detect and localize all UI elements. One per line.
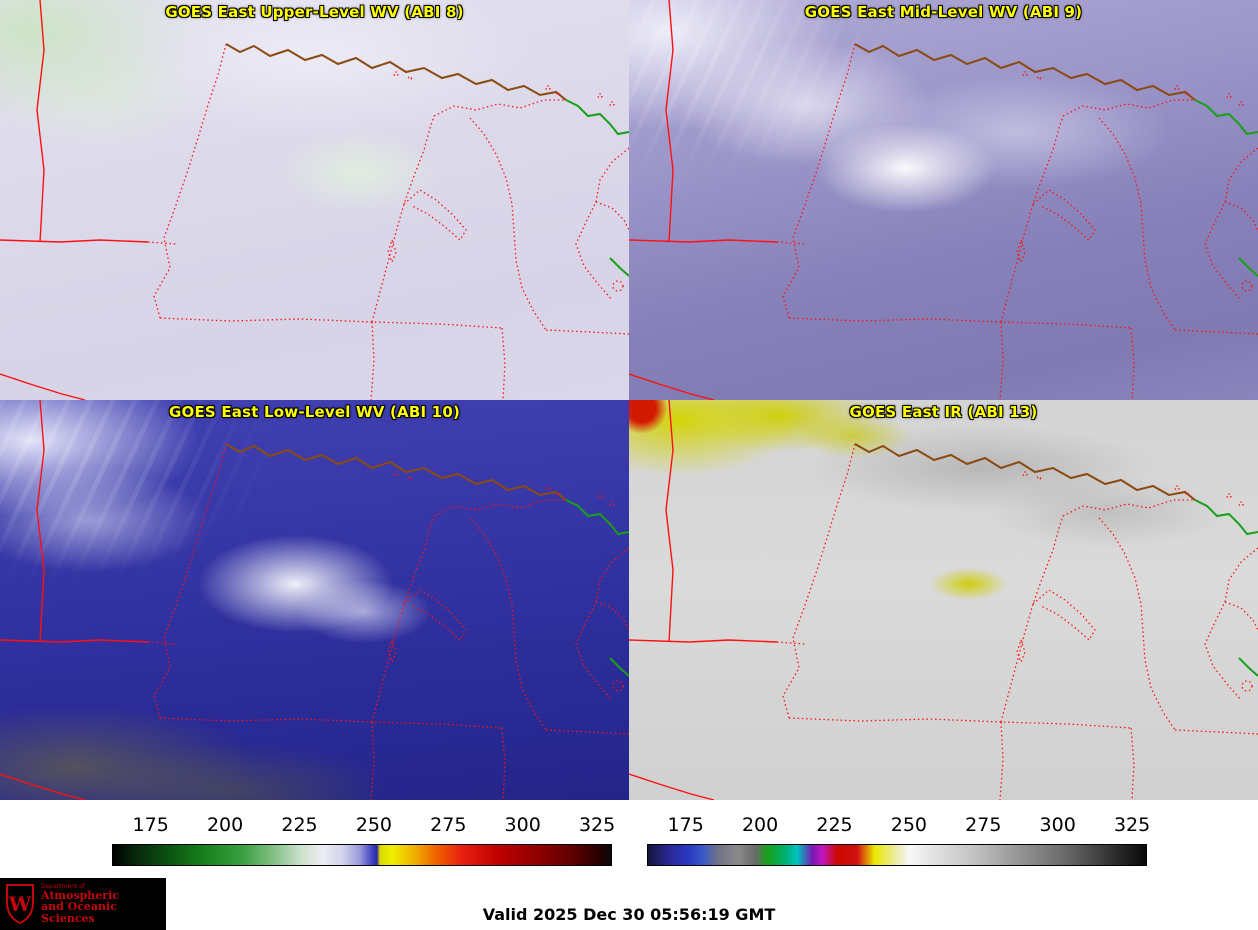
panel-title-abi9: GOES East Mid-Level WV (ABI 9) <box>804 3 1083 21</box>
panel-title-abi8: GOES East Upper-Level WV (ABI 8) <box>165 3 464 21</box>
map-overlay <box>629 0 1258 400</box>
wv-colorbar-block: 175 200 225 250 275 300 325 <box>0 802 629 878</box>
tick-label: 175 <box>132 814 169 836</box>
colorbar-section: 175 200 225 250 275 300 325 175 200 225 … <box>0 802 1258 878</box>
ir-colorbar-ticks: 175 200 225 250 275 300 325 <box>647 814 1151 838</box>
svg-text:W: W <box>8 892 32 916</box>
tick-label: 325 <box>578 814 616 836</box>
tick-label: 300 <box>504 814 541 836</box>
logo-dept-line: Department of <box>41 882 85 890</box>
map-overlay <box>0 400 629 800</box>
panel-mid-level-wv: GOES East Mid-Level WV (ABI 9) <box>629 0 1258 400</box>
panel-title-abi13: GOES East IR (ABI 13) <box>849 403 1038 421</box>
logo-line-1: Atmospheric <box>41 888 119 902</box>
tick-label: 250 <box>355 814 393 836</box>
tick-label: 200 <box>741 814 779 836</box>
ir-colorbar <box>647 844 1147 866</box>
panel-low-level-wv: GOES East Low-Level WV (ABI 10) <box>0 400 629 800</box>
tick-label: 225 <box>281 814 318 836</box>
logo-text: Department of Atmospheric and Oceanic Sc… <box>41 882 162 925</box>
satellite-panel-grid: GOES East Upper-Level WV (ABI 8) GOES Ea… <box>0 0 1258 800</box>
tick-label: 225 <box>816 814 853 836</box>
tick-label: 200 <box>206 814 244 836</box>
tick-label: 175 <box>667 814 704 836</box>
tick-label: 325 <box>1113 814 1151 836</box>
map-overlay <box>629 400 1258 800</box>
valid-timestamp: Valid 2025 Dec 30 05:56:19 GMT <box>482 905 776 924</box>
wv-colorbar <box>112 844 612 866</box>
tick-label: 275 <box>965 814 1002 836</box>
panel-upper-level-wv: GOES East Upper-Level WV (ABI 8) <box>0 0 629 400</box>
ir-colorbar-block: 175 200 225 250 275 300 325 <box>629 802 1258 878</box>
wv-colorbar-ticks: 175 200 225 250 275 300 325 <box>112 814 616 838</box>
tick-label: 250 <box>890 814 928 836</box>
map-overlay <box>0 0 629 400</box>
uw-crest-icon: W <box>6 884 34 925</box>
tick-label: 275 <box>430 814 467 836</box>
tick-label: 300 <box>1039 814 1076 836</box>
panel-infrared: GOES East IR (ABI 13) <box>629 400 1258 800</box>
panel-title-abi10: GOES East Low-Level WV (ABI 10) <box>168 403 461 421</box>
logo-line-2: and Oceanic Sciences <box>41 900 117 925</box>
uw-aos-logo: W Department of Atmospheric and Oceanic … <box>0 878 166 930</box>
